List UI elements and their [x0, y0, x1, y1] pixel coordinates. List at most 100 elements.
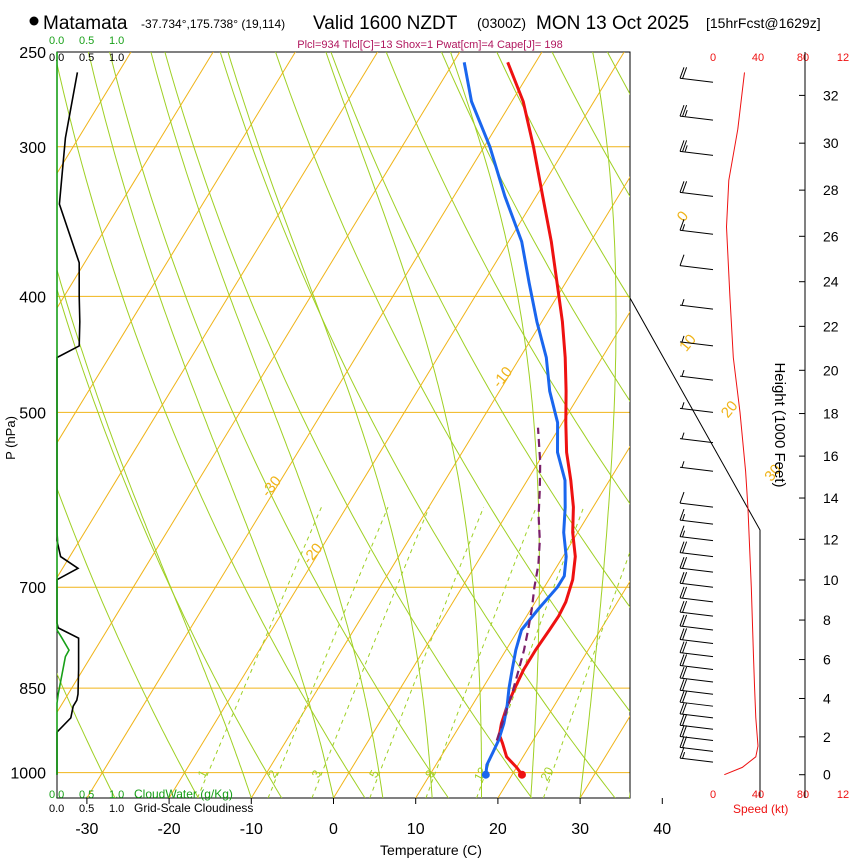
pressure-tick-label: 700 [19, 580, 46, 597]
wind-barb [680, 461, 713, 471]
mixing-ratio-line [312, 507, 429, 798]
grid-layer [57, 52, 630, 798]
height-tick-label: 10 [823, 572, 839, 588]
utc-time: (0300Z) [477, 15, 526, 31]
temperature-tick-label: 30 [571, 821, 589, 838]
height-tick-label: 24 [823, 274, 839, 290]
wind-barb-staff [680, 639, 713, 643]
wind-barb-half-feather [682, 461, 684, 467]
speed-tick-label: 80 [797, 52, 809, 64]
cloud-scale-bottom-label: 1.0 [109, 803, 124, 815]
height-tick-label: 2 [823, 729, 831, 745]
moist-adiabat [326, 52, 482, 798]
cloud-scale-top-label: 0.0 [49, 35, 64, 47]
isotherm-line [5, 52, 460, 798]
speed-tick-label: 12 [837, 52, 849, 64]
moist-adiabat [151, 52, 383, 798]
wind-barb-staff [680, 537, 713, 541]
height-tick-label: 8 [823, 612, 831, 628]
moist-adiabat [629, 52, 719, 798]
cloud-scale-top-label: 1.0 [109, 35, 124, 47]
mixing-ratio-label: 2 [265, 767, 281, 780]
wind-barb-staff [680, 568, 713, 572]
temperature-tick-label: 40 [653, 821, 671, 838]
temperature-tick-label: 10 [407, 821, 425, 838]
temperature-tick-label: 20 [489, 821, 507, 838]
isotherm-line [251, 52, 706, 798]
cloudiness-panel: 0.00.00.00.00.50.50.50.51.01.01.01.0 [49, 35, 124, 815]
height-tick-label: 4 [823, 690, 831, 706]
temperature-tick-label: -20 [158, 821, 181, 838]
forecast-date: MON 13 Oct 2025 [536, 13, 689, 34]
dry-adiabat [276, 52, 699, 798]
wind-barb [680, 601, 713, 616]
wind-barb [680, 557, 713, 572]
wind-barb-half-feather [683, 531, 685, 537]
wind-barb [680, 572, 713, 587]
wind-barb-staff [680, 230, 713, 234]
wind-barbs [680, 67, 713, 762]
pressure-tick-label: 250 [19, 45, 46, 62]
pressure-tick-label: 1000 [10, 766, 46, 783]
pressure-tick-label: 850 [19, 681, 46, 698]
wind-barb [680, 140, 713, 155]
dry-adiabat [54, 52, 365, 798]
height-axis-title: Height (1000 Feet) [771, 362, 788, 487]
isotherm-label: -10 [489, 364, 516, 392]
cloud-scale-bottom-label: 0.0 [49, 803, 64, 815]
wind-barb-half-feather [682, 433, 684, 439]
wind-barb-staff [680, 758, 713, 762]
wind-barb-half-feather [685, 110, 687, 116]
wind-barb-staff [680, 266, 713, 270]
wind-barb [680, 492, 713, 507]
isotherm-line [87, 52, 542, 798]
wind-barb-staff [680, 520, 713, 524]
temperature-tick-label: -10 [240, 821, 263, 838]
mixing-ratio-label: 20 [538, 764, 557, 783]
mixing-ratio-label: 3 [309, 767, 325, 780]
wind-barb [680, 542, 713, 557]
mixing-ratio-line [543, 507, 646, 798]
forecast-info: [15hrFcst@1629z] [706, 15, 821, 31]
wind-barb [680, 105, 713, 120]
speed-tick-label: 40 [752, 789, 764, 801]
mixing-ratio-line [198, 507, 322, 798]
cloud-scale-top-label: 0.5 [79, 35, 94, 47]
wind-barb-staff [680, 665, 713, 669]
speed-tick-label: 40 [752, 52, 764, 64]
isotherm-line [498, 52, 850, 798]
wind-barb [680, 615, 713, 630]
wind-barb-staff [680, 467, 713, 471]
moist-adiabats [5, 52, 817, 798]
isotherm-label: 20 [718, 398, 742, 422]
wind-barb-staff [680, 192, 713, 196]
mixing-ratio-line [268, 507, 388, 798]
wind-barb-staff [680, 583, 713, 587]
dry-adiabat [663, 52, 850, 798]
plot-frame [57, 52, 630, 798]
wind-barb-half-feather [683, 224, 685, 230]
isotherm-line [580, 52, 850, 798]
hodograph-grid [630, 298, 760, 798]
dry-adiabat [165, 52, 532, 798]
cloud-scale-bottom-label: 0.5 [79, 803, 94, 815]
wind-barb-staff [680, 116, 713, 120]
location-dot-icon [30, 17, 39, 26]
wind-barb-staff [680, 690, 713, 694]
wind-barb-staff [680, 151, 713, 155]
dry-adiabats [0, 52, 850, 798]
pressure-tick-label: 300 [19, 140, 46, 157]
isotherm-line [662, 52, 850, 798]
wind-barb-staff [680, 439, 713, 443]
wind-barb [680, 587, 713, 602]
wind-barb-staff [680, 408, 713, 412]
speed-tick-label: 12 [837, 789, 849, 801]
wind-barb-staff [680, 714, 713, 718]
height-tick-label: 20 [823, 362, 839, 378]
dry-adiabat [607, 52, 850, 798]
wind-barb-staff [680, 653, 713, 657]
wind-barb-staff [680, 702, 713, 706]
wind-barb [680, 402, 713, 412]
